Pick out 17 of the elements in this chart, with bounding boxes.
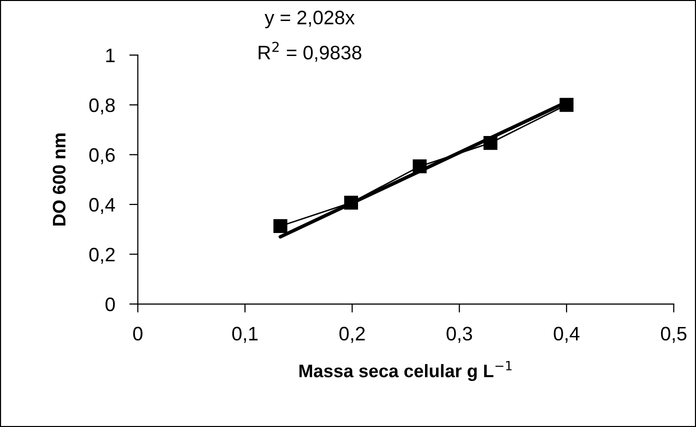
x-tick-label: 0,1: [232, 326, 258, 343]
y-tick-label: 0,2: [89, 248, 115, 264]
x-tick-label: 0,4: [554, 326, 580, 343]
x-tick-label: 0,3: [446, 326, 472, 343]
text: y = 2,028x: [264, 10, 355, 28]
y-tick-label: 0,6: [89, 148, 115, 164]
y-tick-label: 0: [106, 297, 115, 312]
x-axis-title: Massa seca celular g L$^{−1}$: [299, 361, 512, 381]
point: [273, 219, 288, 234]
x-tick-label: 0,5: [660, 326, 686, 343]
y-tick-label: 1: [106, 48, 115, 62]
y-tick-label: 0,8: [89, 98, 115, 114]
y-tick-label: 0,4: [89, 198, 116, 214]
y-axis-title: DO 600 nm: [52, 134, 66, 226]
annotation: R$^{2}$ = 0,9838: [258, 42, 362, 62]
x-tick-label: 0,2: [339, 326, 365, 343]
x-tick-label: 0: [133, 326, 142, 341]
